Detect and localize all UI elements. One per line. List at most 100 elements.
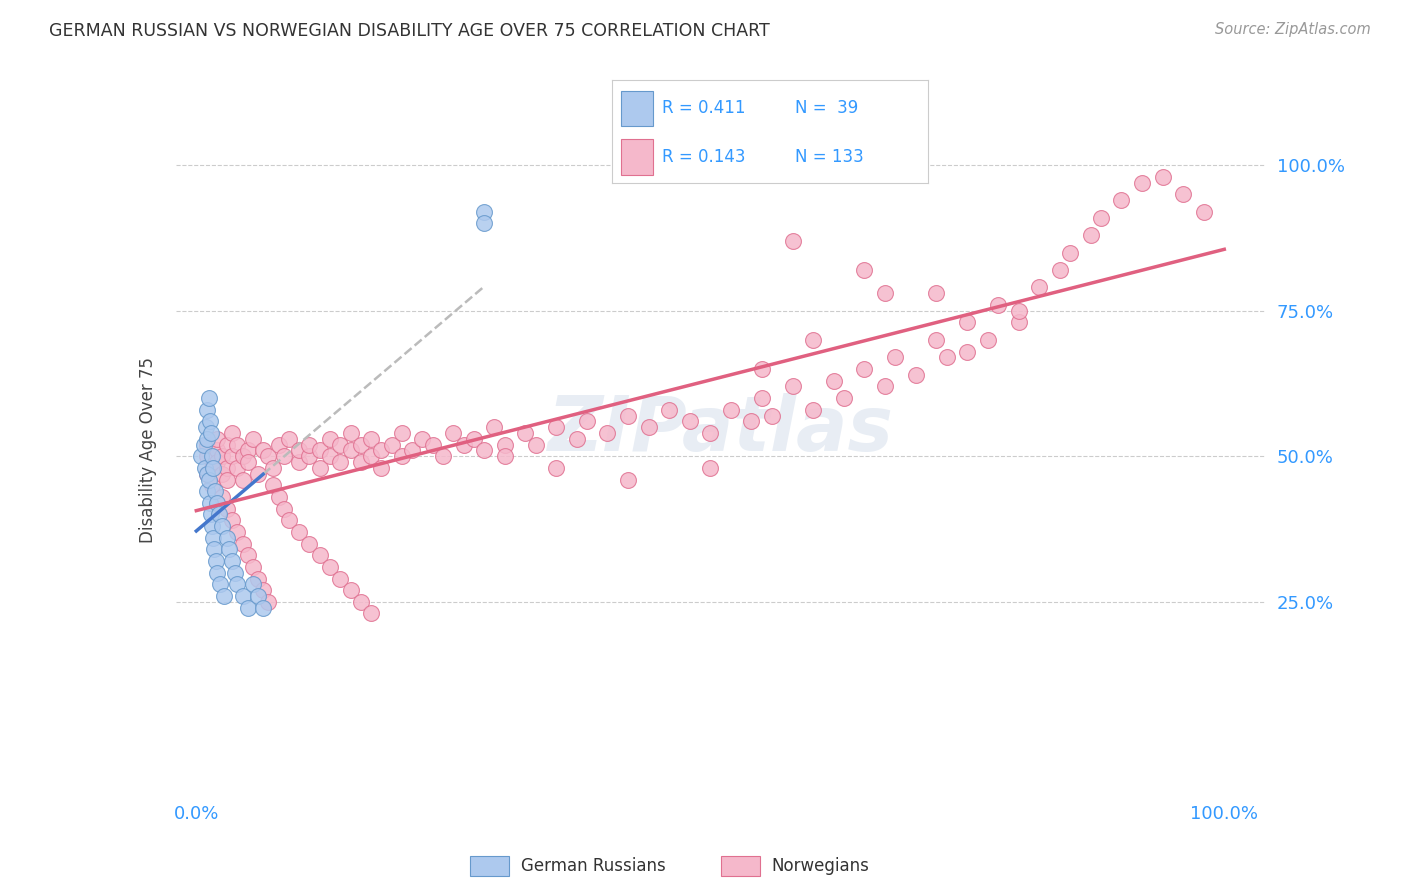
Point: [211, 490, 233, 504]
Point: [242, 432, 264, 446]
Point: [217, 501, 239, 516]
Point: [1111, 193, 1133, 207]
Point: [208, 508, 231, 522]
Point: [472, 443, 495, 458]
Point: [232, 589, 254, 603]
Point: [596, 425, 619, 440]
Point: [453, 437, 475, 451]
Point: [277, 513, 299, 527]
Point: [205, 496, 228, 510]
Point: [935, 351, 957, 365]
Point: [350, 437, 373, 451]
Point: [391, 450, 413, 464]
Point: [232, 473, 254, 487]
Point: [401, 443, 423, 458]
Point: [319, 432, 342, 446]
Text: Source: ZipAtlas.com: Source: ZipAtlas.com: [1215, 22, 1371, 37]
Point: [246, 572, 269, 586]
Point: [319, 560, 342, 574]
Point: [782, 379, 804, 393]
Y-axis label: Disability Age Over 75: Disability Age Over 75: [139, 358, 157, 543]
Point: [242, 560, 264, 574]
Point: [977, 333, 1000, 347]
Point: [257, 595, 280, 609]
Point: [1059, 245, 1081, 260]
Point: [201, 461, 224, 475]
Point: [853, 263, 876, 277]
Point: [904, 368, 927, 382]
Point: [329, 572, 352, 586]
Point: [246, 467, 269, 481]
Point: [751, 391, 773, 405]
Point: [195, 467, 218, 481]
Point: [391, 425, 413, 440]
Point: [1008, 303, 1031, 318]
Point: [288, 443, 311, 458]
Point: [1152, 169, 1174, 184]
Point: [679, 414, 702, 428]
Point: [1008, 315, 1031, 329]
Point: [751, 362, 773, 376]
Point: [195, 467, 218, 481]
Point: [472, 204, 495, 219]
Point: [204, 484, 226, 499]
Point: [1049, 263, 1071, 277]
Point: [782, 234, 804, 248]
Point: [221, 513, 243, 527]
Point: [202, 542, 225, 557]
Point: [329, 455, 352, 469]
Point: [201, 450, 224, 464]
Point: [190, 450, 212, 464]
Point: [205, 554, 228, 568]
Point: [350, 455, 373, 469]
Point: [226, 437, 249, 451]
Point: [925, 333, 948, 347]
Point: [205, 566, 228, 580]
Point: [873, 286, 896, 301]
Point: [193, 437, 215, 451]
Point: [246, 589, 269, 603]
Point: [201, 519, 224, 533]
Point: [211, 467, 233, 481]
Point: [699, 425, 721, 440]
Point: [956, 315, 979, 329]
Point: [575, 414, 598, 428]
Point: [494, 450, 516, 464]
Point: [699, 461, 721, 475]
Point: [298, 437, 321, 451]
Point: [195, 432, 218, 446]
Point: [339, 583, 361, 598]
Point: [211, 450, 233, 464]
Point: [217, 531, 239, 545]
Point: [319, 450, 342, 464]
Point: [925, 286, 948, 301]
Point: [212, 589, 235, 603]
Point: [288, 524, 311, 539]
Point: [195, 437, 218, 451]
Point: [617, 409, 640, 423]
Point: [200, 508, 222, 522]
Point: [252, 600, 274, 615]
Point: [298, 450, 321, 464]
Point: [463, 432, 485, 446]
Point: [801, 333, 824, 347]
Point: [208, 577, 231, 591]
Point: [197, 473, 219, 487]
Point: [339, 443, 361, 458]
Text: N = 133: N = 133: [796, 148, 863, 166]
Point: [273, 450, 295, 464]
Point: [201, 478, 224, 492]
Point: [224, 566, 246, 580]
Point: [360, 607, 382, 621]
Text: R = 0.411: R = 0.411: [662, 100, 745, 118]
Point: [381, 437, 404, 451]
Point: [205, 432, 228, 446]
Point: [853, 362, 876, 376]
Point: [546, 461, 568, 475]
Point: [232, 536, 254, 550]
Point: [617, 473, 640, 487]
Point: [236, 455, 259, 469]
Point: [873, 379, 896, 393]
Point: [1028, 280, 1050, 294]
Point: [823, 374, 845, 388]
